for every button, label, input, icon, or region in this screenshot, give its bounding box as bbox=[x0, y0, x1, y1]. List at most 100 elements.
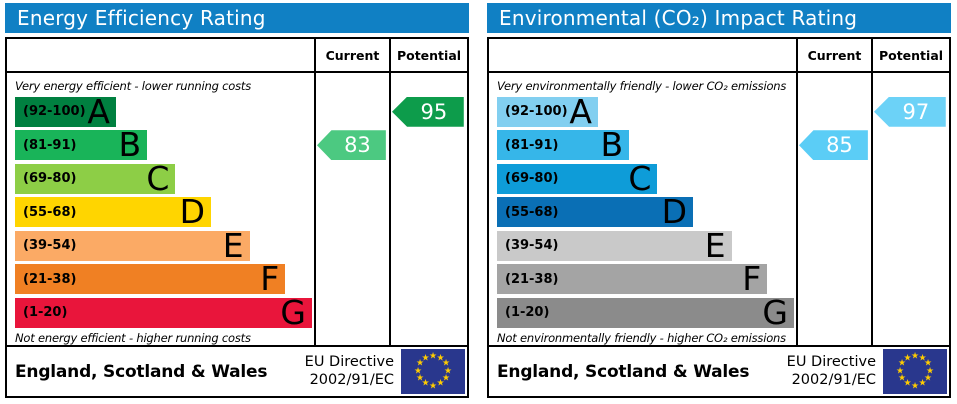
eu-flag-star: ★ bbox=[441, 358, 451, 369]
eu-flag-star: ★ bbox=[918, 353, 927, 363]
band-bar-b: (81-91) B bbox=[15, 125, 148, 165]
eu-flag-star: ★ bbox=[903, 378, 912, 389]
potential-rating-value: 95 bbox=[420, 99, 448, 124]
eu-flag-star: ★ bbox=[897, 373, 907, 384]
band-bar-f: (21-38) F bbox=[15, 259, 286, 299]
chart-header-cell bbox=[489, 39, 796, 73]
eu-flag-star: ★ bbox=[421, 378, 430, 389]
band-row-g: (1-20) G bbox=[15, 296, 312, 330]
band-range-label: (39-54) bbox=[23, 238, 77, 254]
band-letter: F bbox=[260, 259, 280, 299]
band-letter: E bbox=[704, 225, 726, 265]
band-range-label: (81-91) bbox=[23, 137, 77, 153]
band-range-label: (1-20) bbox=[23, 305, 68, 321]
potential-column-header: Potential bbox=[871, 39, 949, 73]
band-bars: (92-100) A (81-91) B (69-80) C (55-68) D (39-54)… bbox=[15, 95, 312, 330]
eu-directive-label: EU Directive 2002/91/EC bbox=[304, 354, 394, 388]
bottom-note: Not environmentally friendly - higher CO… bbox=[497, 330, 786, 345]
top-note: Very energy efficient - lower running co… bbox=[15, 78, 251, 93]
band-range-label: (92-100) bbox=[505, 104, 568, 120]
energy-efficiency-panel: Energy Efficiency Rating Current Potenti… bbox=[5, 3, 469, 404]
eu-flag-star: ★ bbox=[415, 373, 425, 384]
band-range-label: (21-38) bbox=[505, 271, 559, 287]
band-range-label: (69-80) bbox=[23, 171, 77, 187]
table-footer: England, Scotland & Wales EU Directive 2… bbox=[489, 345, 949, 396]
band-bar-c: (69-80) C bbox=[15, 158, 176, 198]
band-row-d: (55-68) D bbox=[497, 192, 794, 232]
eu-flag-star: ★ bbox=[436, 378, 445, 389]
eu-flag-star: ★ bbox=[428, 351, 438, 361]
band-bar-d: (55-68) D bbox=[15, 195, 212, 228]
current-column-header: Current bbox=[796, 39, 871, 73]
eu-flag-star: ★ bbox=[910, 381, 920, 391]
band-bar-b: (81-91) B bbox=[497, 125, 630, 165]
band-row-a: (92-100) A bbox=[15, 95, 312, 129]
band-range-label: (55-68) bbox=[505, 204, 559, 220]
panel-title: Environmental (CO₂) Impact Rating bbox=[487, 3, 951, 33]
band-range-label: (69-80) bbox=[505, 171, 559, 187]
band-range-label: (1-20) bbox=[505, 305, 550, 321]
band-letter: F bbox=[742, 259, 762, 299]
eu-flag-star: ★ bbox=[923, 373, 933, 384]
eu-directive-label: EU Directive 2002/91/EC bbox=[786, 354, 876, 388]
band-letter: D bbox=[661, 192, 688, 232]
band-letter: A bbox=[569, 91, 592, 131]
band-chart: Very energy efficient - lower running co… bbox=[7, 73, 314, 345]
eu-flag-star: ★ bbox=[436, 353, 445, 363]
current-rating-arrow: 83 bbox=[317, 130, 386, 161]
eu-flag-star: ★ bbox=[443, 366, 453, 376]
band-bar-a: (92-100) A bbox=[15, 91, 116, 131]
current-column-header: Current bbox=[314, 39, 389, 73]
band-row-f: (21-38) F bbox=[497, 259, 794, 299]
band-range-label: (92-100) bbox=[23, 104, 86, 120]
band-bar-a: (92-100) A bbox=[497, 91, 598, 131]
bottom-note: Not energy efficient - higher running co… bbox=[15, 330, 251, 345]
band-row-e: (39-54) E bbox=[15, 229, 312, 263]
environmental-impact-panel: Environmental (CO₂) Impact Rating Curren… bbox=[487, 3, 951, 404]
panel-title: Energy Efficiency Rating bbox=[5, 3, 469, 33]
band-letter: C bbox=[628, 158, 652, 198]
eu-flag-star: ★ bbox=[918, 378, 927, 389]
table-footer: England, Scotland & Wales EU Directive 2… bbox=[7, 345, 467, 396]
potential-rating-column: 95 bbox=[389, 73, 467, 345]
eu-flag-star: ★ bbox=[428, 381, 438, 391]
band-chart: Very environmentally friendly - lower CO… bbox=[489, 73, 796, 345]
potential-rating-column: 97 bbox=[871, 73, 949, 345]
band-row-e: (39-54) E bbox=[497, 229, 794, 263]
potential-rating-value: 97 bbox=[902, 99, 930, 124]
eu-flag-star: ★ bbox=[897, 358, 907, 369]
eu-flag-star: ★ bbox=[895, 366, 905, 376]
band-row-d: (55-68) D bbox=[15, 195, 312, 230]
band-letter: B bbox=[600, 125, 624, 165]
eu-flag-star: ★ bbox=[421, 353, 430, 363]
band-row-c: (69-80) C bbox=[15, 162, 312, 196]
region-label: England, Scotland & Wales bbox=[497, 361, 750, 382]
band-row-g: (1-20) G bbox=[497, 296, 794, 330]
band-letter: C bbox=[146, 158, 170, 198]
band-row-c: (69-80) C bbox=[497, 162, 794, 196]
current-rating-column: 85 bbox=[796, 73, 871, 345]
eu-flag-star: ★ bbox=[415, 358, 425, 369]
current-rating-arrow: 85 bbox=[799, 130, 868, 161]
eu-flag-star: ★ bbox=[910, 351, 920, 361]
band-bars: (92-100) A (81-91) B (69-80) C (55-68) D (39-54)… bbox=[497, 95, 794, 330]
band-range-label: (39-54) bbox=[505, 238, 559, 254]
eu-flag-icon: ★ ★ ★ ★ ★ ★ ★ ★ ★ ★ ★ ★ bbox=[401, 349, 465, 394]
band-letter: B bbox=[118, 125, 142, 165]
band-bar-g: (1-20) G bbox=[15, 296, 312, 329]
band-range-label: (21-38) bbox=[23, 271, 77, 287]
band-row-f: (21-38) F bbox=[15, 259, 312, 299]
eu-flag-star: ★ bbox=[441, 373, 451, 384]
band-bar-e: (39-54) E bbox=[15, 229, 250, 262]
potential-rating-arrow: 95 bbox=[392, 96, 464, 127]
band-letter: A bbox=[87, 91, 110, 131]
band-range-label: (81-91) bbox=[505, 137, 559, 153]
eu-flag-star: ★ bbox=[923, 358, 933, 369]
eu-flag-icon: ★ ★ ★ ★ ★ ★ ★ ★ ★ ★ ★ ★ bbox=[883, 349, 947, 394]
eu-flag-star: ★ bbox=[413, 366, 423, 376]
rating-table: Current Potential Very energy efficient … bbox=[5, 37, 469, 398]
band-bar-f: (21-38) F bbox=[497, 259, 768, 299]
band-letter: G bbox=[762, 292, 788, 332]
current-rating-value: 85 bbox=[826, 133, 853, 158]
